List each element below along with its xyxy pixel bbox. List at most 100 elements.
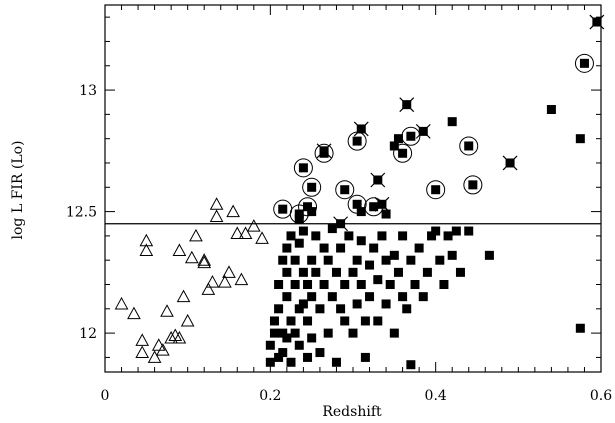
square-point (344, 231, 354, 241)
triangle-point (176, 289, 191, 303)
square-point (356, 236, 366, 246)
cross-marker (374, 196, 390, 212)
square-point (468, 180, 478, 190)
triangle-point (230, 226, 245, 239)
square-point (377, 231, 387, 241)
triangle-point (172, 243, 187, 256)
square-point (369, 202, 379, 212)
triangle-point (226, 204, 240, 218)
triangle-point (246, 219, 261, 232)
square-point (274, 352, 284, 362)
square-point (303, 280, 313, 290)
square-point (303, 316, 313, 326)
y-axis-label: log L FIR (Lo) (10, 141, 26, 240)
square-point (381, 299, 391, 309)
triangle-point (172, 330, 187, 344)
square-point (278, 255, 288, 265)
y-tick-label: 12 (79, 326, 97, 342)
data-points (114, 14, 605, 370)
square-point (439, 280, 449, 290)
triangle-point (222, 265, 236, 278)
circle-marker (401, 126, 421, 146)
circle-marker (463, 175, 483, 195)
circle-marker (393, 143, 413, 163)
triangle-point (160, 304, 174, 317)
square-point (365, 292, 375, 302)
square-point (389, 250, 399, 260)
cross-marker (370, 172, 386, 188)
triangle-point (127, 306, 141, 320)
square-point (315, 348, 325, 358)
square-point (274, 304, 284, 314)
square-point (298, 299, 308, 309)
triangle-point (197, 253, 212, 266)
cross-marker (502, 155, 518, 171)
square-point (402, 304, 412, 314)
square-point (579, 58, 589, 68)
square-point (307, 333, 317, 343)
square-point (340, 185, 350, 195)
square-point (298, 226, 308, 236)
square-point (398, 231, 408, 241)
triangle-point (201, 282, 216, 295)
triangle-point (184, 250, 199, 264)
x-tick-label: 0.2 (259, 388, 281, 404)
square-point (336, 304, 346, 314)
square-point (294, 214, 304, 224)
square-point (352, 199, 362, 209)
triangle-point (238, 226, 253, 239)
square-point (336, 243, 346, 253)
square-point (286, 357, 296, 367)
square-point (455, 267, 465, 277)
square-point (298, 267, 308, 277)
cross-marker (415, 123, 431, 139)
square-point (451, 226, 461, 236)
plot-frame (104, 4, 602, 373)
square-point (282, 243, 292, 253)
y-tick-label: 13 (79, 83, 97, 99)
triangle-point (147, 350, 162, 363)
cross-marker (353, 121, 369, 137)
square-point (319, 280, 329, 290)
ticks: 0 0.2 0.4 0.6 12 12.5 13 (66, 5, 612, 404)
square-point (422, 267, 432, 277)
square-point (307, 255, 317, 265)
square-point (360, 352, 370, 362)
triangle-point (180, 313, 195, 327)
square-point (303, 352, 313, 362)
square-point (431, 226, 441, 236)
square-point (373, 275, 383, 285)
square-point (365, 260, 375, 270)
square-point (575, 323, 585, 333)
square-point (546, 105, 556, 115)
square-point (282, 333, 292, 343)
triangle-point (197, 255, 212, 269)
square-point (393, 134, 403, 144)
square-point (406, 131, 416, 141)
x-tick-label: 0.4 (425, 388, 447, 404)
triangle-point (205, 275, 220, 288)
square-point (294, 304, 304, 314)
x-tick-label: 0 (101, 388, 110, 404)
square-point (443, 231, 453, 241)
square-point (340, 280, 350, 290)
triangle-point (164, 330, 178, 344)
square-point (327, 292, 337, 302)
square-point (323, 255, 333, 265)
square-point (406, 255, 416, 265)
square-point (348, 328, 358, 338)
square-point (352, 299, 362, 309)
square-point (348, 267, 358, 277)
triangle-point (139, 243, 154, 256)
square-point (311, 231, 321, 241)
circle-marker (426, 180, 446, 200)
square-point (385, 280, 395, 290)
square-point (303, 202, 313, 212)
triangle-point (139, 233, 154, 247)
circle-marker (314, 143, 334, 163)
square-point (352, 255, 362, 265)
cross-marker (333, 216, 349, 232)
square-point (278, 328, 288, 338)
square-point (447, 117, 457, 127)
triangle-point (209, 197, 224, 210)
